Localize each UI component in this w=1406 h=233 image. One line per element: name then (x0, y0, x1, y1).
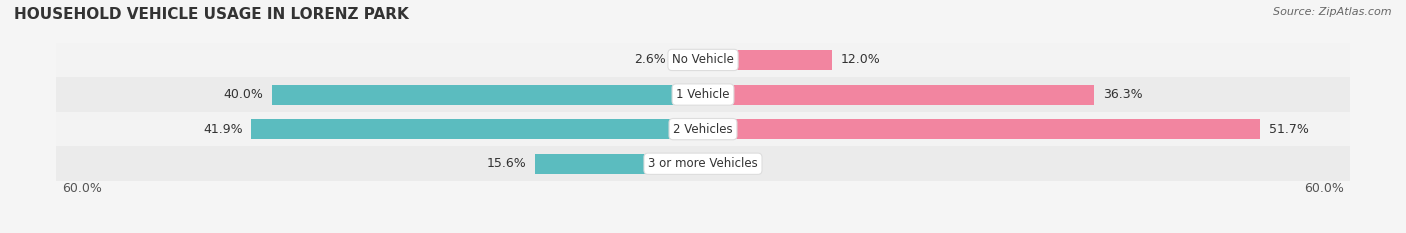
Bar (703, 119, 1260, 139)
Text: 41.9%: 41.9% (202, 123, 243, 136)
Text: 12.0%: 12.0% (841, 53, 880, 66)
Text: 3 or more Vehicles: 3 or more Vehicles (648, 157, 758, 170)
Bar (271, 85, 703, 105)
Bar (56, 147, 1350, 181)
Text: 2 Vehicles: 2 Vehicles (673, 123, 733, 136)
Text: 60.0%: 60.0% (1305, 182, 1344, 195)
Text: 2.6%: 2.6% (634, 53, 666, 66)
Bar (703, 50, 832, 70)
Text: 51.7%: 51.7% (1268, 123, 1309, 136)
Bar (56, 112, 1350, 147)
Bar (675, 50, 703, 70)
Text: Source: ZipAtlas.com: Source: ZipAtlas.com (1274, 7, 1392, 17)
Bar (252, 119, 703, 139)
Bar (56, 43, 1350, 77)
Legend: Owner-occupied, Renter-occupied: Owner-occupied, Renter-occupied (561, 229, 845, 233)
Bar (56, 77, 1350, 112)
Text: 1 Vehicle: 1 Vehicle (676, 88, 730, 101)
Text: 36.3%: 36.3% (1102, 88, 1143, 101)
Bar (534, 154, 703, 174)
Text: 40.0%: 40.0% (224, 88, 263, 101)
Text: HOUSEHOLD VEHICLE USAGE IN LORENZ PARK: HOUSEHOLD VEHICLE USAGE IN LORENZ PARK (14, 7, 409, 22)
Text: 15.6%: 15.6% (486, 157, 526, 170)
Text: 60.0%: 60.0% (62, 182, 101, 195)
Text: No Vehicle: No Vehicle (672, 53, 734, 66)
Bar (703, 85, 1094, 105)
